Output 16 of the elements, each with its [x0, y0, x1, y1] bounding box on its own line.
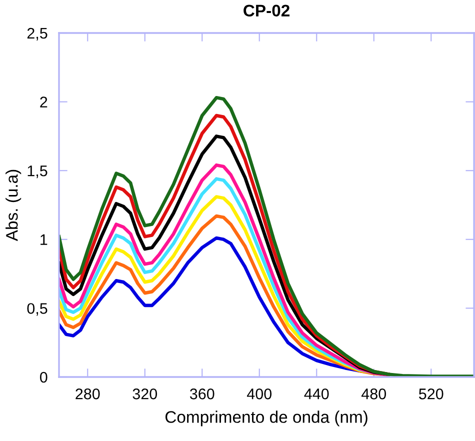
y-tick-label: 1	[40, 234, 48, 245]
x-tick-label: 520	[418, 388, 444, 400]
x-tick-label: 480	[361, 388, 386, 400]
y-tick-label: 0	[40, 372, 48, 383]
y-tick-label: 2	[40, 96, 48, 108]
chart-title: CP-02	[244, 4, 290, 16]
x-tick-label: 280	[76, 388, 100, 400]
x-tick-label: 400	[246, 388, 272, 400]
x-tick-label: 320	[132, 388, 158, 400]
y-tick-label: 2,5	[27, 28, 48, 40]
y-tick-label: 1,5	[28, 166, 48, 178]
x-axis-title: Comprimento de onda (nm)	[165, 410, 368, 426]
y-axis-title: Abs. (u.a)	[6, 170, 22, 242]
y-tick-label: 0,5	[27, 303, 48, 316]
x-tick-label: 440	[304, 388, 329, 400]
x-tick-label: 360	[190, 388, 214, 400]
